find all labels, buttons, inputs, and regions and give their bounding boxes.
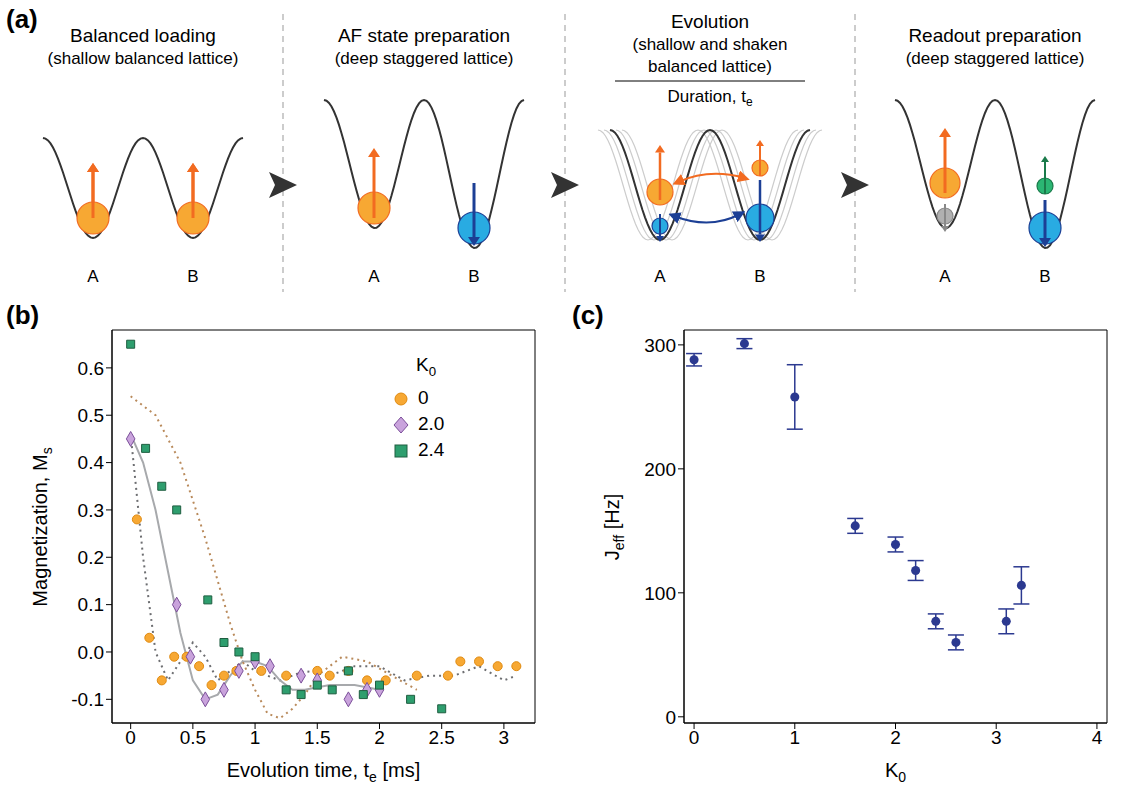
svg-text:(deep staggered lattice): (deep staggered lattice) — [906, 49, 1085, 68]
svg-text:100: 100 — [644, 583, 676, 604]
svg-text:3: 3 — [499, 727, 510, 748]
svg-text:A: A — [654, 267, 666, 286]
svg-text:(shallow and shaken: (shallow and shaken — [633, 35, 788, 54]
svg-text:A: A — [939, 267, 951, 286]
svg-text:B: B — [187, 267, 198, 286]
html-text:2.4: 2.4 — [418, 438, 445, 460]
svg-text:0.1: 0.1 — [78, 594, 104, 615]
html-text:Evolution time, te[ms]: Evolution time, te[ms] — [226, 759, 421, 785]
svg-text:B: B — [468, 267, 479, 286]
svg-text:2.5: 2.5 — [428, 727, 454, 748]
svg-text:Balanced loading: Balanced loading — [70, 25, 216, 46]
svg-text:2: 2 — [374, 727, 385, 748]
html-text:2.0: 2.0 — [418, 412, 445, 434]
svg-text:(deep staggered lattice): (deep staggered lattice) — [335, 49, 514, 68]
html-text:(b): (b) — [6, 300, 40, 330]
svg-text:0.0: 0.0 — [78, 642, 104, 663]
svg-text:4: 4 — [1092, 727, 1103, 748]
svg-text:balanced lattice): balanced lattice) — [648, 57, 772, 76]
svg-text:2: 2 — [890, 727, 901, 748]
svg-text:0: 0 — [689, 727, 700, 748]
svg-text:0.6: 0.6 — [78, 358, 104, 379]
svg-text:-0.1: -0.1 — [71, 689, 104, 710]
svg-text:AF state preparation: AF state preparation — [338, 25, 510, 46]
svg-text:(shallow balanced lattice): (shallow balanced lattice) — [48, 49, 239, 68]
svg-text:0.2: 0.2 — [78, 547, 104, 568]
svg-text:A: A — [368, 267, 380, 286]
svg-text:3: 3 — [991, 727, 1002, 748]
svg-text:0.5: 0.5 — [180, 727, 206, 748]
svg-text:0.5: 0.5 — [78, 405, 104, 426]
svg-text:0: 0 — [665, 707, 676, 728]
svg-text:0: 0 — [125, 727, 136, 748]
html-text:(c): (c) — [572, 300, 604, 330]
svg-text:300: 300 — [644, 335, 676, 356]
html-text:[Hz]: [Hz] — [601, 493, 623, 535]
svg-text:Readout preparation: Readout preparation — [908, 25, 1081, 46]
svg-text:1.5: 1.5 — [304, 727, 330, 748]
svg-text:(a): (a) — [6, 4, 38, 34]
svg-text:B: B — [754, 267, 765, 286]
html-text:0: 0 — [418, 386, 429, 408]
svg-text:Evolution: Evolution — [671, 11, 749, 32]
html-text:s: s — [39, 446, 55, 454]
html-text:eff: eff — [611, 534, 627, 550]
svg-text:1: 1 — [789, 727, 800, 748]
svg-text:B: B — [1039, 267, 1050, 286]
svg-text:A: A — [87, 267, 99, 286]
svg-text:1: 1 — [250, 727, 261, 748]
svg-text:0.4: 0.4 — [78, 452, 105, 473]
html-text:K0: K0 — [884, 759, 907, 785]
html-text:K0: K0 — [416, 354, 437, 379]
svg-text:200: 200 — [644, 459, 676, 480]
svg-text:Duration, te: Duration, te — [667, 87, 752, 109]
svg-text:0.3: 0.3 — [78, 500, 104, 521]
html-text:J: J — [601, 549, 623, 560]
html-text:Magnetization, M: Magnetization, M — [29, 453, 51, 607]
